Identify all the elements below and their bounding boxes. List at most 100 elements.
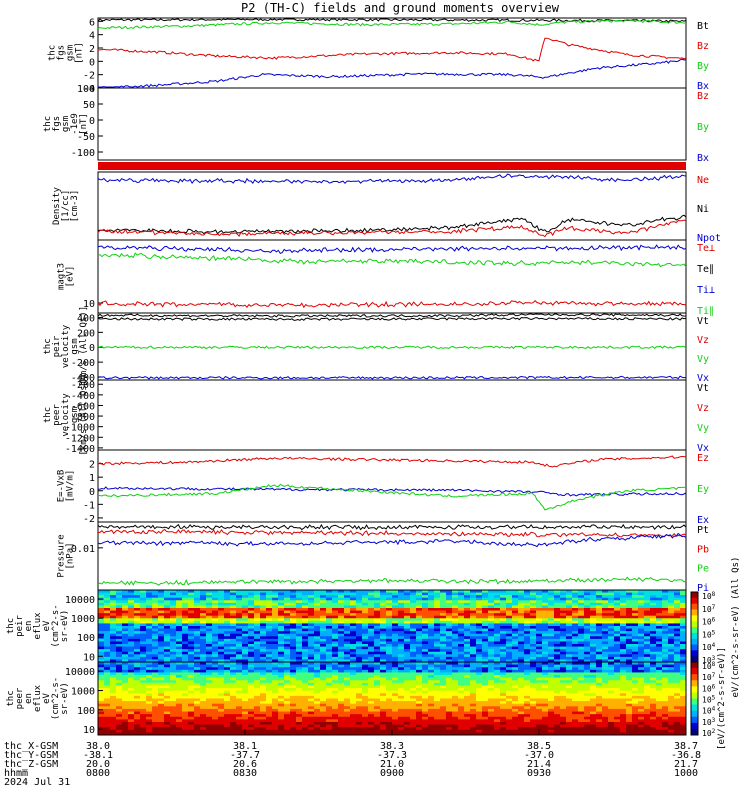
spectrogram-cell bbox=[170, 641, 177, 645]
spectrogram-cell bbox=[170, 675, 177, 679]
spectrogram-cell bbox=[236, 641, 243, 645]
spectrogram-cell bbox=[326, 688, 333, 692]
spectrogram-cell bbox=[398, 626, 405, 629]
spectrogram-cell bbox=[314, 688, 321, 692]
spectrogram-cell bbox=[422, 664, 429, 668]
spectrogram-cell bbox=[572, 664, 579, 668]
spectrogram-cell bbox=[518, 698, 525, 702]
spectrogram-cell bbox=[632, 698, 639, 702]
spectrogram-cell bbox=[134, 646, 141, 650]
spectrogram-cell bbox=[230, 638, 237, 642]
spectrogram-cell bbox=[542, 654, 549, 658]
spectrogram-cell bbox=[350, 711, 357, 715]
spectrogram-cell bbox=[482, 677, 489, 681]
spectrogram-cell bbox=[602, 620, 609, 624]
spectrogram-cell bbox=[416, 592, 423, 596]
spectrogram-cell bbox=[440, 626, 447, 629]
spectrogram-cell bbox=[248, 714, 255, 718]
spectrogram-cell bbox=[578, 633, 585, 637]
spectrogram-cell bbox=[614, 633, 621, 637]
y-axis-label: thc fgs gsm [nT] bbox=[48, 42, 85, 64]
spectrogram-cell bbox=[278, 703, 285, 707]
spectrogram-cell bbox=[344, 685, 351, 689]
spectrogram-cell bbox=[266, 669, 273, 673]
spectrogram-cell bbox=[584, 590, 591, 593]
spectrogram-cell bbox=[242, 618, 249, 622]
spectrogram-cell bbox=[380, 662, 387, 666]
spectrogram-cell bbox=[206, 664, 213, 668]
spectrogram-cell bbox=[260, 662, 267, 666]
spectrogram-cell bbox=[302, 685, 309, 689]
y-tick-label: 2 bbox=[89, 44, 95, 55]
spectrogram-cell bbox=[626, 654, 633, 658]
spectrogram-cell bbox=[626, 602, 633, 606]
spectrogram-cell bbox=[518, 672, 525, 676]
spectrogram-cell bbox=[176, 706, 183, 710]
spectrogram-cell bbox=[632, 667, 639, 671]
colorbar-tick-label: 105 bbox=[702, 629, 716, 639]
spectrogram-cell bbox=[224, 662, 231, 666]
spectrogram-cell bbox=[284, 646, 291, 650]
spectrogram-cell bbox=[110, 690, 117, 694]
spectrogram-cell bbox=[320, 662, 327, 666]
spectrogram-cell bbox=[152, 662, 159, 666]
spectrogram-cell bbox=[416, 631, 423, 635]
spectrogram-cell bbox=[536, 651, 543, 655]
spectrogram-cell bbox=[344, 626, 351, 629]
spectrogram-cell bbox=[134, 659, 141, 663]
spectrogram-cell bbox=[302, 695, 309, 699]
spectrogram-cell bbox=[530, 711, 537, 715]
spectrogram-cell bbox=[644, 667, 651, 671]
spectrogram-cell bbox=[158, 698, 165, 702]
spectrogram-cell bbox=[428, 682, 435, 686]
spectrogram-cell bbox=[104, 600, 111, 604]
spectrogram-cell bbox=[194, 628, 201, 632]
spectrogram-cell bbox=[182, 685, 189, 689]
spectrogram-cell bbox=[272, 677, 279, 681]
spectrogram-cell bbox=[656, 646, 663, 650]
spectrogram-cell bbox=[362, 646, 369, 650]
spectrogram-cell bbox=[596, 633, 603, 637]
spectrogram-cell bbox=[680, 669, 687, 673]
spectrogram-cell bbox=[152, 628, 159, 632]
spectrogram-cell bbox=[674, 636, 681, 640]
spectrogram-cell bbox=[476, 600, 483, 604]
spectrogram-cell bbox=[158, 708, 165, 712]
spectrogram-cell bbox=[296, 698, 303, 702]
spectrogram-cell bbox=[134, 703, 141, 707]
spectrogram-cell bbox=[230, 633, 237, 637]
spectrogram-cell bbox=[380, 667, 387, 671]
spectrogram-cell bbox=[662, 646, 669, 650]
spectrogram-cell bbox=[236, 602, 243, 606]
spectrogram-cell bbox=[608, 654, 615, 658]
spectrogram-cell bbox=[626, 623, 633, 627]
spectrogram-cell bbox=[146, 608, 153, 611]
spectrogram-cell bbox=[518, 667, 525, 671]
spectrogram-cell bbox=[320, 698, 327, 702]
spectrogram-cell bbox=[302, 605, 309, 609]
spectrogram-cell bbox=[356, 592, 363, 596]
spectrogram-cell bbox=[494, 664, 501, 668]
spectrogram-cell bbox=[656, 685, 663, 689]
spectrogram-cell bbox=[578, 685, 585, 689]
spectrogram-cell bbox=[212, 644, 219, 647]
spectrogram-cell bbox=[434, 708, 441, 712]
spectrogram-cell bbox=[158, 597, 165, 601]
spectrogram-cell bbox=[176, 667, 183, 671]
spectrogram-cell bbox=[506, 698, 513, 702]
spectrogram-cell bbox=[668, 688, 675, 692]
spectrogram-cell bbox=[314, 659, 321, 663]
spectrogram-cell bbox=[224, 636, 231, 640]
spectrogram-cell bbox=[200, 602, 207, 606]
spectrogram-cell bbox=[284, 595, 291, 599]
spectrogram-cell bbox=[560, 690, 567, 694]
spectrogram-cell bbox=[548, 654, 555, 658]
spectrogram-cell bbox=[320, 595, 327, 599]
spectrogram-cell bbox=[674, 685, 681, 689]
spectrogram-cell bbox=[638, 631, 645, 635]
spectrogram-cell bbox=[146, 654, 153, 658]
spectrogram-cell bbox=[344, 618, 351, 622]
spectrogram-cell bbox=[572, 628, 579, 632]
spectrogram-cell bbox=[170, 597, 177, 601]
